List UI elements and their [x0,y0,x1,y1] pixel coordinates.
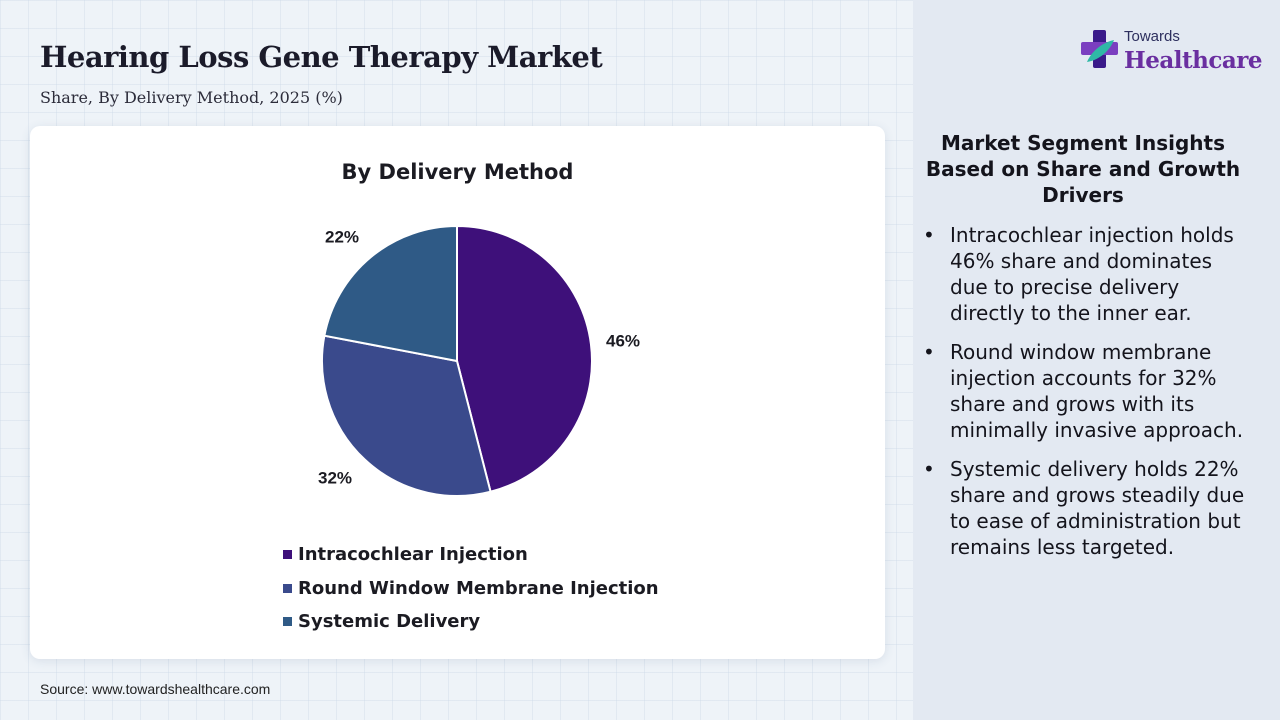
insights-list: • Intracochlear injection holds 46% shar… [923,222,1248,573]
chart-title: By Delivery Method [341,160,574,184]
data-label: 22% [325,227,359,246]
brand-name-main: Healthcare [1124,47,1263,74]
pie-slice-systemic-delivery [323,224,458,363]
insight-text: Round window membrane injection accounts… [950,340,1244,442]
insight-text: Systemic delivery holds 22% share and gr… [950,457,1245,559]
legend-label: Systemic Delivery [298,611,481,633]
legend-swatch [283,617,292,627]
pie-slice-round-window-membrane-injection [321,334,492,497]
pie-slice-intracochlear-injection [456,224,593,493]
brand-logo[interactable]: Towards Healthcare [1080,26,1263,76]
insight-text: Intracochlear injection holds 46% share … [950,223,1234,325]
pie-chart: 46% 32% 22% [318,224,640,497]
page-title: Hearing Loss Gene Therapy Market [40,40,603,74]
insight-item: • Round window membrane injection accoun… [923,339,1248,443]
data-label: 46% [606,331,640,350]
data-label: 32% [318,468,352,487]
insights-heading: Market Segment Insights Based on Share a… [925,131,1241,207]
bullet-icon: • [923,457,935,481]
legend-item-intracochlear: Intracochlear Injection [283,538,659,572]
insights-panel [913,0,1280,720]
left-panel: Hearing Loss Gene Therapy Market Share, … [30,40,885,697]
insight-item: • Systemic delivery holds 22% share and … [923,456,1248,560]
legend-swatch [283,550,292,560]
bullet-icon: • [923,223,935,247]
chart-legend: Intracochlear Injection Round Window Mem… [283,538,659,639]
medical-cross-icon [1081,30,1118,68]
legend-label: Intracochlear Injection [298,544,528,566]
insight-item: • Intracochlear injection holds 46% shar… [923,222,1248,326]
page-subtitle: Share, By Delivery Method, 2025 (%) [40,88,343,107]
legend-swatch [283,583,292,593]
legend-label: Round Window Membrane Injection [298,577,659,599]
brand-name-top: Towards [1124,28,1180,45]
legend-item-systemic: Systemic Delivery [283,605,659,639]
bullet-icon: • [923,340,935,364]
source-note: Source: www.towardshealthcare.com [40,681,271,697]
legend-item-round-window: Round Window Membrane Injection [283,572,659,606]
